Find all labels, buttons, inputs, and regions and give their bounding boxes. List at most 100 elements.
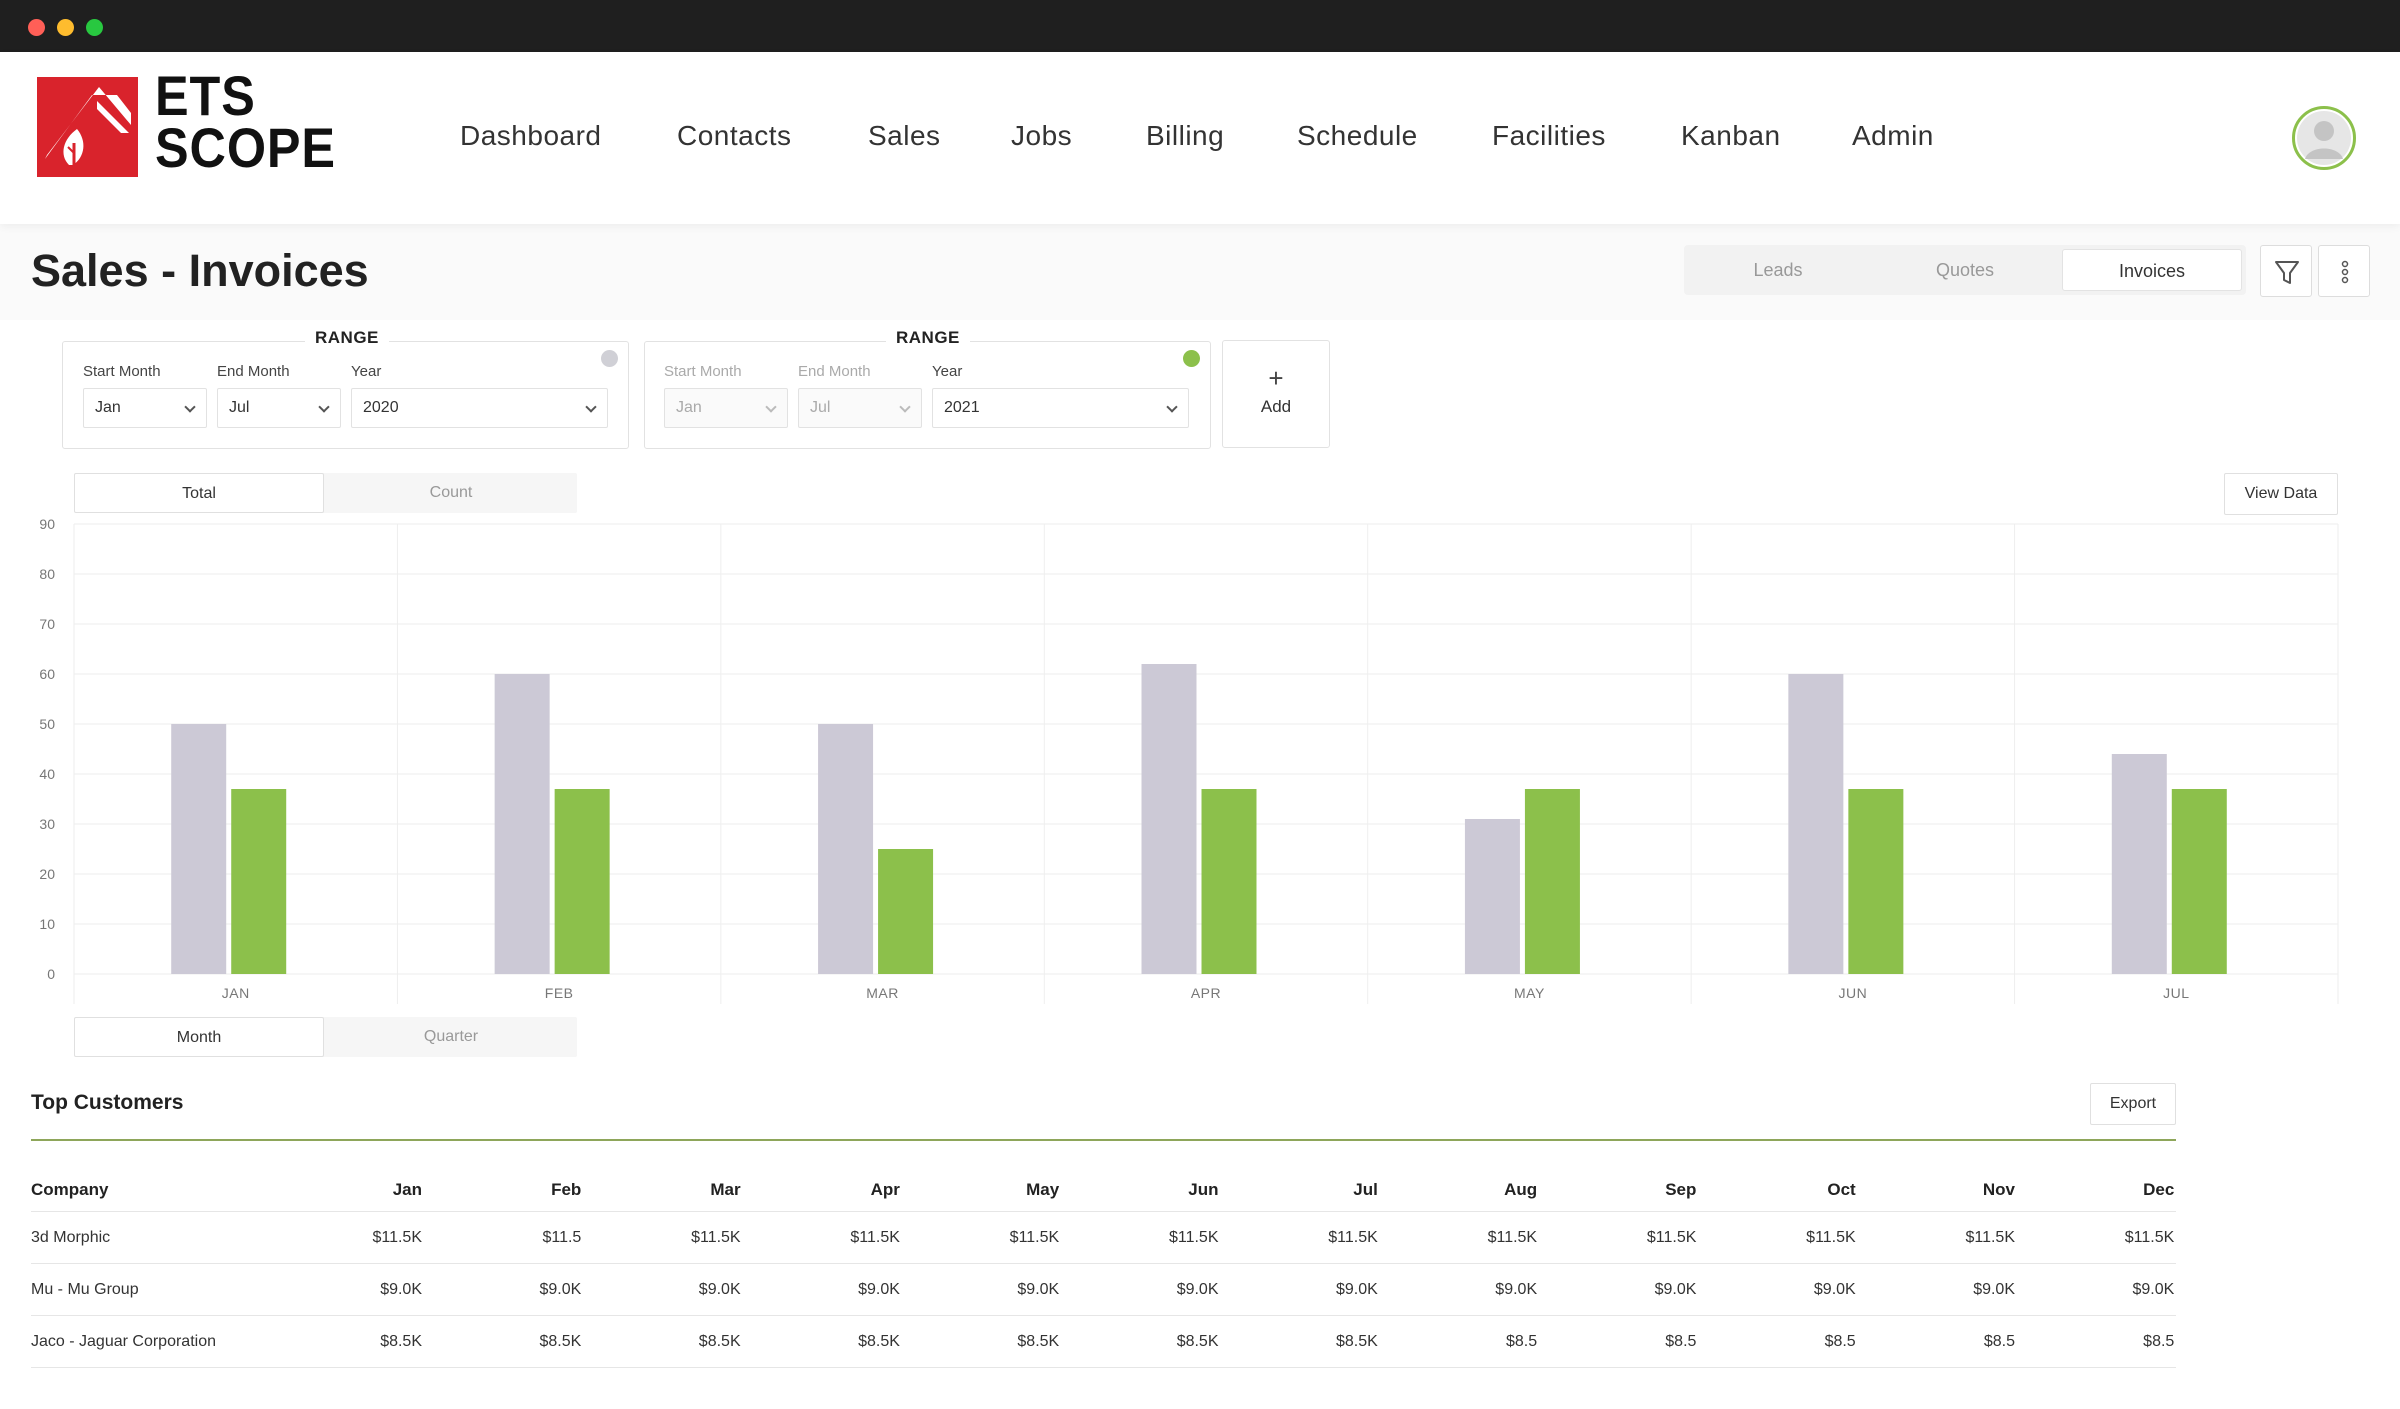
toggle-quarter[interactable]: Quarter	[423, 1028, 479, 1045]
month-value-cell: $8.5	[1983, 1333, 2015, 1350]
nav-dashboard[interactable]: Dashboard	[460, 120, 602, 151]
month-value-cell: $9.0K	[1017, 1281, 1060, 1298]
nav-admin[interactable]: Admin	[1852, 120, 1934, 151]
month-value-cell: $11.5K	[1328, 1229, 1378, 1246]
brand-line-1: ETS	[155, 64, 256, 127]
column-header-aug[interactable]: Aug	[1504, 1180, 1538, 1199]
range-2-start-label: Start Month	[664, 363, 742, 380]
y-tick-label: 20	[39, 866, 55, 882]
range-2-status-dot[interactable]	[1183, 350, 1200, 367]
user-avatar[interactable]	[2292, 106, 2356, 170]
company-name-cell[interactable]: Jaco - Jaguar Corporation	[31, 1333, 216, 1350]
range-2-year-select[interactable]: 2021	[932, 388, 1189, 428]
add-range-button[interactable]: + Add	[1222, 340, 1330, 448]
bar-series-1-feb[interactable]	[494, 674, 550, 974]
invoice-bar-chart: 0 10 20 30 40 50 60 70 80 90 JAN FEB MAR APR MAY JUN JUL	[39, 516, 2339, 1004]
column-header-jul[interactable]: Jul	[1353, 1180, 1378, 1199]
month-value-cell: $8.5K	[698, 1333, 741, 1350]
month-value-cell: $9.0K	[380, 1281, 422, 1298]
column-header-jan[interactable]: Jan	[392, 1180, 422, 1199]
nav-jobs[interactable]: Jobs	[1011, 120, 1073, 151]
nav-contacts[interactable]: Contacts	[677, 120, 792, 151]
bar-series-1-jul[interactable]	[2111, 754, 2167, 974]
tab-quotes[interactable]: Quotes	[1935, 260, 1995, 280]
range-1-start-select[interactable]: Jan	[83, 388, 207, 428]
filter-icon	[2275, 261, 2299, 284]
close-window-button[interactable]	[28, 19, 45, 36]
bar-series-1-jan[interactable]	[171, 724, 227, 974]
month-value-cell: $11.5	[542, 1229, 582, 1246]
month-value-cell: $9.0K	[1336, 1281, 1378, 1298]
month-value-cell: $11.5K	[1009, 1229, 1060, 1246]
bar-series-2-mar[interactable]	[878, 849, 934, 974]
minimize-window-button[interactable]	[57, 19, 74, 36]
month-value-cell: $8.5K	[1336, 1333, 1378, 1350]
filter-button[interactable]	[2260, 245, 2312, 297]
bar-series-2-feb[interactable]	[554, 789, 610, 974]
chevron-down-icon	[318, 401, 330, 413]
bar-series-1-mar[interactable]	[818, 724, 874, 974]
export-button[interactable]: Export	[2090, 1083, 2176, 1125]
x-tick-label: MAY	[1514, 985, 1545, 1001]
add-range-label: Add	[1260, 397, 1292, 416]
range-1-year-select[interactable]: 2020	[351, 388, 608, 428]
x-tick-label: JUN	[1838, 985, 1867, 1001]
toggle-month[interactable]: Month	[74, 1017, 324, 1057]
y-tick-label: 80	[39, 566, 55, 582]
nav-kanban[interactable]: Kanban	[1681, 120, 1781, 151]
logo-mark[interactable]	[37, 77, 138, 177]
column-header-may[interactable]: May	[1026, 1180, 1060, 1199]
bar-series-2-apr[interactable]	[1201, 789, 1257, 974]
y-tick-label: 30	[39, 816, 55, 832]
maximize-window-button[interactable]	[86, 19, 103, 36]
month-value-cell: $11.5K	[1487, 1229, 1538, 1246]
column-header-sep[interactable]: Sep	[1665, 1180, 1697, 1199]
toggle-count[interactable]: Count	[429, 484, 473, 501]
bar-series-1-jun[interactable]	[1788, 674, 1844, 974]
chevron-down-icon	[585, 401, 597, 413]
chevron-down-icon	[184, 401, 196, 413]
tab-leads[interactable]: Leads	[1753, 260, 1803, 280]
bar-series-2-jun[interactable]	[1848, 789, 1904, 974]
nav-sales[interactable]: Sales	[868, 120, 941, 151]
range-1-start-value: Jan	[95, 399, 121, 416]
column-header-dec[interactable]: Dec	[2143, 1180, 2175, 1199]
window-titlebar	[0, 0, 2400, 52]
bar-series-2-may[interactable]	[1524, 789, 1580, 974]
row-divider	[31, 1367, 2176, 1368]
company-name-cell[interactable]: Mu - Mu Group	[31, 1281, 139, 1298]
column-header-jun[interactable]: Jun	[1188, 1180, 1219, 1199]
column-header-feb[interactable]: Feb	[551, 1180, 582, 1199]
nav-schedule[interactable]: Schedule	[1297, 120, 1418, 151]
view-data-button[interactable]: View Data	[2224, 473, 2338, 515]
tab-invoices[interactable]: Invoices	[2062, 249, 2242, 291]
toggle-total[interactable]: Total	[74, 473, 324, 513]
sales-type-tabs: Leads Quotes Invoices	[1684, 245, 2246, 295]
nav-billing[interactable]: Billing	[1146, 120, 1225, 151]
column-header-mar[interactable]: Mar	[710, 1180, 741, 1199]
more-options-button[interactable]	[2318, 245, 2370, 297]
range-1-end-value: Jul	[229, 399, 250, 416]
column-header-company[interactable]: Company	[31, 1180, 109, 1199]
period-toggle: Month Quarter	[74, 1017, 577, 1057]
range-1-status-dot[interactable]	[601, 350, 618, 367]
section-divider	[31, 1139, 2176, 1141]
company-name-cell[interactable]: 3d Morphic	[31, 1229, 111, 1246]
nav-facilities[interactable]: Facilities	[1492, 120, 1606, 151]
column-header-apr[interactable]: Apr	[870, 1180, 900, 1199]
range-1-end-select[interactable]: Jul	[217, 388, 341, 428]
range-1-start-label: Start Month	[83, 363, 161, 380]
x-tick-label: FEB	[545, 985, 574, 1001]
bar-series-1-may[interactable]	[1464, 819, 1520, 974]
bar-series-2-jan[interactable]	[231, 789, 287, 974]
x-tick-label: APR	[1191, 985, 1221, 1001]
range-2-start-select[interactable]: Jan	[664, 388, 788, 428]
bar-series-2-jul[interactable]	[2171, 789, 2227, 974]
month-value-cell: $9.0K	[1813, 1281, 1856, 1298]
range-2-end-select[interactable]: Jul	[798, 388, 922, 428]
bar-series-1-apr[interactable]	[1141, 664, 1197, 974]
brand-wordmark[interactable]: ETS SCOPE	[155, 64, 336, 176]
column-header-oct[interactable]: Oct	[1827, 1180, 1856, 1199]
month-value-cell: $8.5	[1505, 1333, 1538, 1350]
column-header-nov[interactable]: Nov	[1982, 1180, 2015, 1199]
